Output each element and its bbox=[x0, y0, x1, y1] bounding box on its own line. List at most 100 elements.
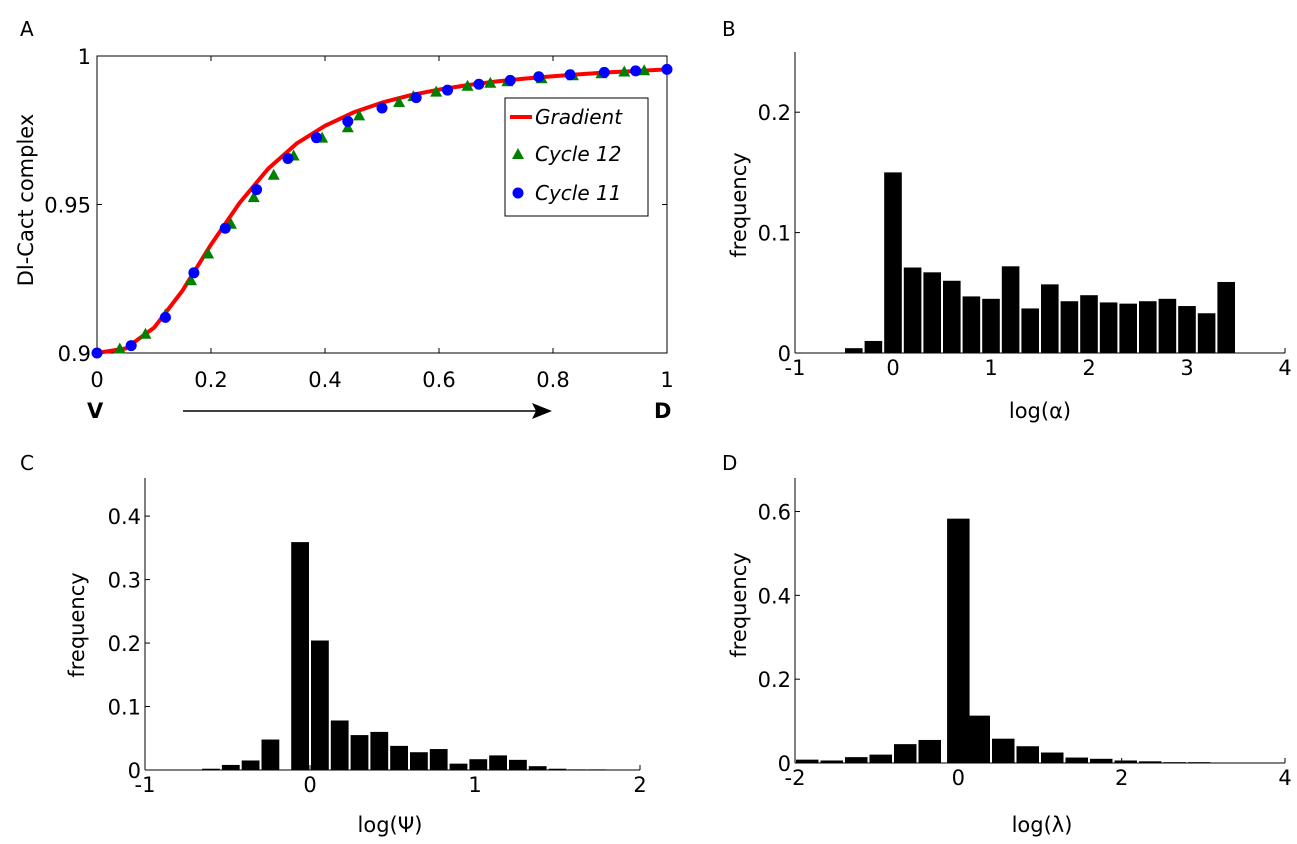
panel-a-xtick-label: 0 bbox=[90, 368, 103, 392]
panel-a-cycle11-point bbox=[126, 340, 137, 351]
panel-d-bar bbox=[919, 740, 942, 763]
panel-c-ytick-label: 0.3 bbox=[108, 569, 141, 593]
panel-d-bar bbox=[1090, 759, 1113, 763]
panel-b-ylabel: frequency bbox=[727, 152, 751, 257]
panel-b-bar bbox=[1178, 306, 1196, 353]
panel-c-bar bbox=[489, 755, 507, 770]
panel-c-bar bbox=[311, 641, 329, 770]
panel-d-bar bbox=[870, 755, 893, 763]
panel-d-bar bbox=[947, 519, 970, 763]
panel-d-bar bbox=[1017, 746, 1040, 763]
panel-b-bar bbox=[1002, 266, 1020, 353]
panel-b-xtick-label: 1 bbox=[984, 356, 997, 380]
panel-a-cycle11-point bbox=[160, 312, 171, 323]
panel-c-bar bbox=[529, 766, 547, 770]
panel-b-bar bbox=[1159, 299, 1177, 353]
panel-b-xtick-label: 0 bbox=[886, 356, 899, 380]
panel-a-xtick-label: 0.6 bbox=[422, 368, 455, 392]
panel-c-xtick-label: 1 bbox=[468, 773, 481, 797]
panel-b-xtick-label: 3 bbox=[1180, 356, 1193, 380]
panel-a-ylabel: Dl-Cact complex bbox=[14, 114, 38, 287]
panel-letter-c: C bbox=[20, 451, 34, 475]
panel-a-cycle11-point bbox=[377, 102, 388, 113]
panel-c-ytick-label: 0.2 bbox=[108, 632, 141, 656]
panel-c-xtick-label: 2 bbox=[633, 773, 646, 797]
legend-cycle12-label: Cycle 12 bbox=[535, 142, 621, 166]
panel-c-bar bbox=[568, 769, 586, 770]
panel-c-bar bbox=[509, 760, 527, 770]
panel-b-bar bbox=[1080, 295, 1098, 353]
panel-c-bar bbox=[331, 720, 349, 770]
panel-c-bar bbox=[291, 542, 309, 770]
panel-b-ytick-label: 0 bbox=[778, 342, 791, 366]
panel-b-bar bbox=[845, 348, 863, 353]
panel-b-bar bbox=[963, 296, 981, 353]
panel-d-xtick-label: 2 bbox=[1115, 766, 1128, 790]
legend-cycle11-swatch bbox=[513, 188, 524, 199]
panel-d-ylabel: frequency bbox=[727, 552, 751, 657]
panel-a-cycle11-point bbox=[442, 85, 453, 96]
panel-a-ytick-label: 0.9 bbox=[58, 342, 91, 366]
panel-c-ylabel: frequency bbox=[65, 572, 89, 677]
panel-a-cycle11-point bbox=[311, 132, 322, 143]
panel-d-ytick-label: 0.6 bbox=[758, 501, 791, 525]
panel-c-ytick-label: 0.4 bbox=[108, 505, 141, 529]
panel-c-bar bbox=[242, 760, 260, 770]
panel-a-cycle11-point bbox=[92, 348, 103, 359]
panel-b-ytick-label: 0.2 bbox=[758, 101, 791, 125]
panel-d-xlabel: log(λ) bbox=[1012, 813, 1073, 837]
panel-a-cycle11-point bbox=[630, 65, 641, 76]
panel-c-bar bbox=[549, 769, 567, 770]
panel-c-bar bbox=[390, 746, 408, 770]
panel-b-bar bbox=[1217, 282, 1235, 353]
panel-b-bar bbox=[943, 281, 961, 353]
panel-d-ytick-label: 0.2 bbox=[758, 668, 791, 692]
panel-b-bar bbox=[1119, 304, 1137, 353]
panel-d-bar bbox=[845, 757, 868, 763]
panel-c-xtick-label: 0 bbox=[303, 773, 316, 797]
panel-a-ytick-label: 0.95 bbox=[44, 194, 91, 218]
panel-b-bar bbox=[904, 268, 922, 353]
panel-letter-b: B bbox=[722, 17, 736, 41]
panel-a-cycle11-point bbox=[565, 69, 576, 80]
legend-gradient-label: Gradient bbox=[535, 105, 623, 129]
panel-c-bar bbox=[351, 735, 369, 770]
panel-c-bar bbox=[262, 740, 280, 770]
panel-b-xtick-label: 4 bbox=[1278, 356, 1291, 380]
panel-d-bar bbox=[1139, 761, 1162, 763]
panel-b-bar bbox=[1139, 301, 1157, 353]
panel-c-bar bbox=[430, 749, 448, 770]
panel-a-xtick-label: 1 bbox=[660, 368, 673, 392]
panel-d-bar bbox=[894, 744, 917, 763]
panel-b-ytick-label: 0.1 bbox=[758, 222, 791, 246]
panel-c-bar bbox=[469, 759, 487, 770]
panel-d-xtick-label: 0 bbox=[952, 766, 965, 790]
panel-c-bar bbox=[202, 769, 220, 770]
panel-c-bar bbox=[588, 769, 606, 770]
panel-a-cycle11-point bbox=[505, 75, 516, 86]
panel-a-cycle11-point bbox=[473, 79, 484, 90]
panel-b-bar bbox=[1198, 313, 1216, 353]
panel-d-bar bbox=[968, 716, 991, 763]
panel-a-left-end-label: V bbox=[87, 399, 104, 423]
panel-a-cycle11-point bbox=[282, 153, 293, 164]
panel-a-legend: Gradient Cycle 12 Cycle 11 bbox=[505, 98, 648, 216]
panel-b-bar bbox=[923, 272, 941, 353]
panel-a-cycle11-point bbox=[662, 64, 673, 75]
panel-c-bar bbox=[222, 765, 240, 770]
panel-b-bar bbox=[1041, 284, 1059, 353]
panel-c-xlabel: log(Ψ) bbox=[358, 813, 423, 837]
panel-d-xtick-label: 4 bbox=[1278, 766, 1291, 790]
panel-d-bar bbox=[992, 739, 1015, 763]
panel-d-bar bbox=[1188, 762, 1211, 763]
panel-letter-a: A bbox=[20, 17, 34, 41]
panel-a-cycle11-point bbox=[251, 184, 262, 195]
